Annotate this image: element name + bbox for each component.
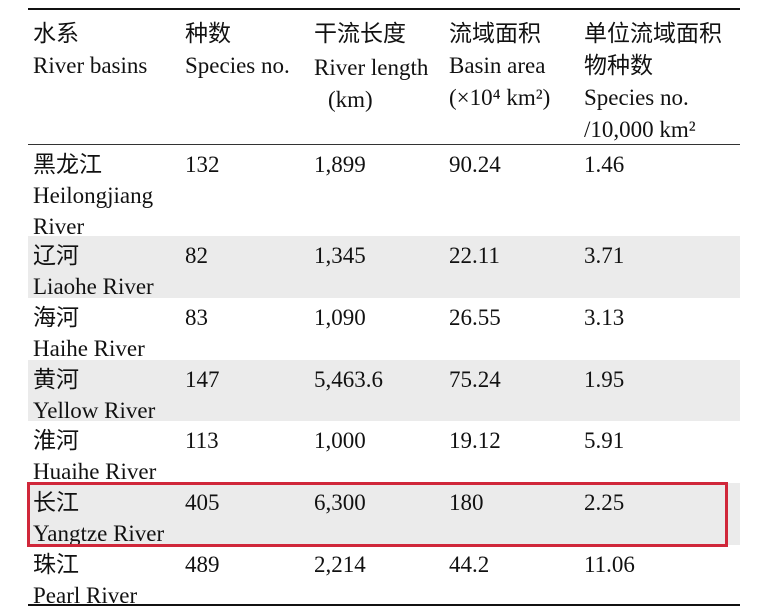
table-row: 珠江 Pearl River 489 2,214 44.2 11.06 [28, 545, 740, 608]
area-cell: 19.12 [449, 428, 501, 453]
table-row: 黑龙江 Heilongjiang River 132 1,899 90.24 1.46 [28, 145, 740, 239]
table-bottom-rule [28, 604, 740, 606]
length-cell: 1,899 [314, 152, 366, 177]
river-basin-cell: 淮河 Huaihe River [33, 428, 157, 484]
river-basin-cell: 长江 Yangtze River [33, 490, 165, 546]
density-cell: 3.71 [584, 243, 625, 268]
area-cell: 26.55 [449, 305, 501, 330]
density-cell: 1.46 [584, 152, 625, 177]
species-cell: 113 [185, 428, 219, 453]
table-row: 淮河 Huaihe River 113 1,000 19.12 5.91 [28, 421, 740, 484]
species-cell: 132 [185, 152, 220, 177]
length-cell: 1,345 [314, 243, 366, 268]
table-row: 长江 Yangtze River 405 6,300 180 2.25 [28, 483, 740, 546]
table-row: 黄河 Yellow River 147 5,463.6 75.24 1.95 [28, 360, 740, 423]
river-basin-cell: 珠江 Pearl River [33, 552, 138, 608]
length-cell: 5,463.6 [314, 367, 383, 392]
river-basin-cell: 黄河 Yellow River [33, 367, 156, 423]
header-species-density: 单位流域面积 物种数 Species no. /10,000 km² [584, 21, 722, 142]
species-cell: 82 [185, 243, 208, 268]
header-river-basins: 水系 River basins [33, 21, 148, 78]
table-top-rule [28, 8, 740, 10]
species-cell: 405 [185, 490, 220, 515]
length-cell: 6,300 [314, 490, 366, 515]
header-species-no: 种数 Species no. [185, 21, 290, 78]
length-cell: 1,000 [314, 428, 366, 453]
species-cell: 147 [185, 367, 220, 392]
table-row: 辽河 Liaohe River 82 1,345 22.11 3.71 [28, 236, 740, 299]
table-row: 海河 Haihe River 83 1,090 26.55 3.13 [28, 298, 740, 361]
area-cell: 180 [449, 490, 484, 515]
length-cell: 1,090 [314, 305, 366, 330]
area-cell: 44.2 [449, 552, 490, 577]
density-cell: 11.06 [584, 552, 635, 577]
river-basin-cell: 海河 Haihe River [33, 305, 145, 361]
area-cell: 22.11 [449, 243, 500, 268]
area-cell: 90.24 [449, 152, 501, 177]
density-cell: 2.25 [584, 490, 625, 515]
header-rule [28, 144, 740, 145]
header-river-length: 干流长度 River length (km) [314, 21, 429, 112]
species-cell: 83 [185, 305, 208, 330]
density-cell: 5.91 [584, 428, 625, 453]
header-basin-area: 流域面积 Basin area (×10⁴ km²) [449, 21, 551, 110]
river-basin-cell: 黑龙江 Heilongjiang River [33, 152, 154, 239]
river-basin-cell: 辽河 Liaohe River [33, 243, 154, 299]
length-cell: 2,214 [314, 552, 366, 577]
density-cell: 3.13 [584, 305, 625, 330]
density-cell: 1.95 [584, 367, 625, 392]
area-cell: 75.24 [449, 367, 501, 392]
species-cell: 489 [185, 552, 220, 577]
